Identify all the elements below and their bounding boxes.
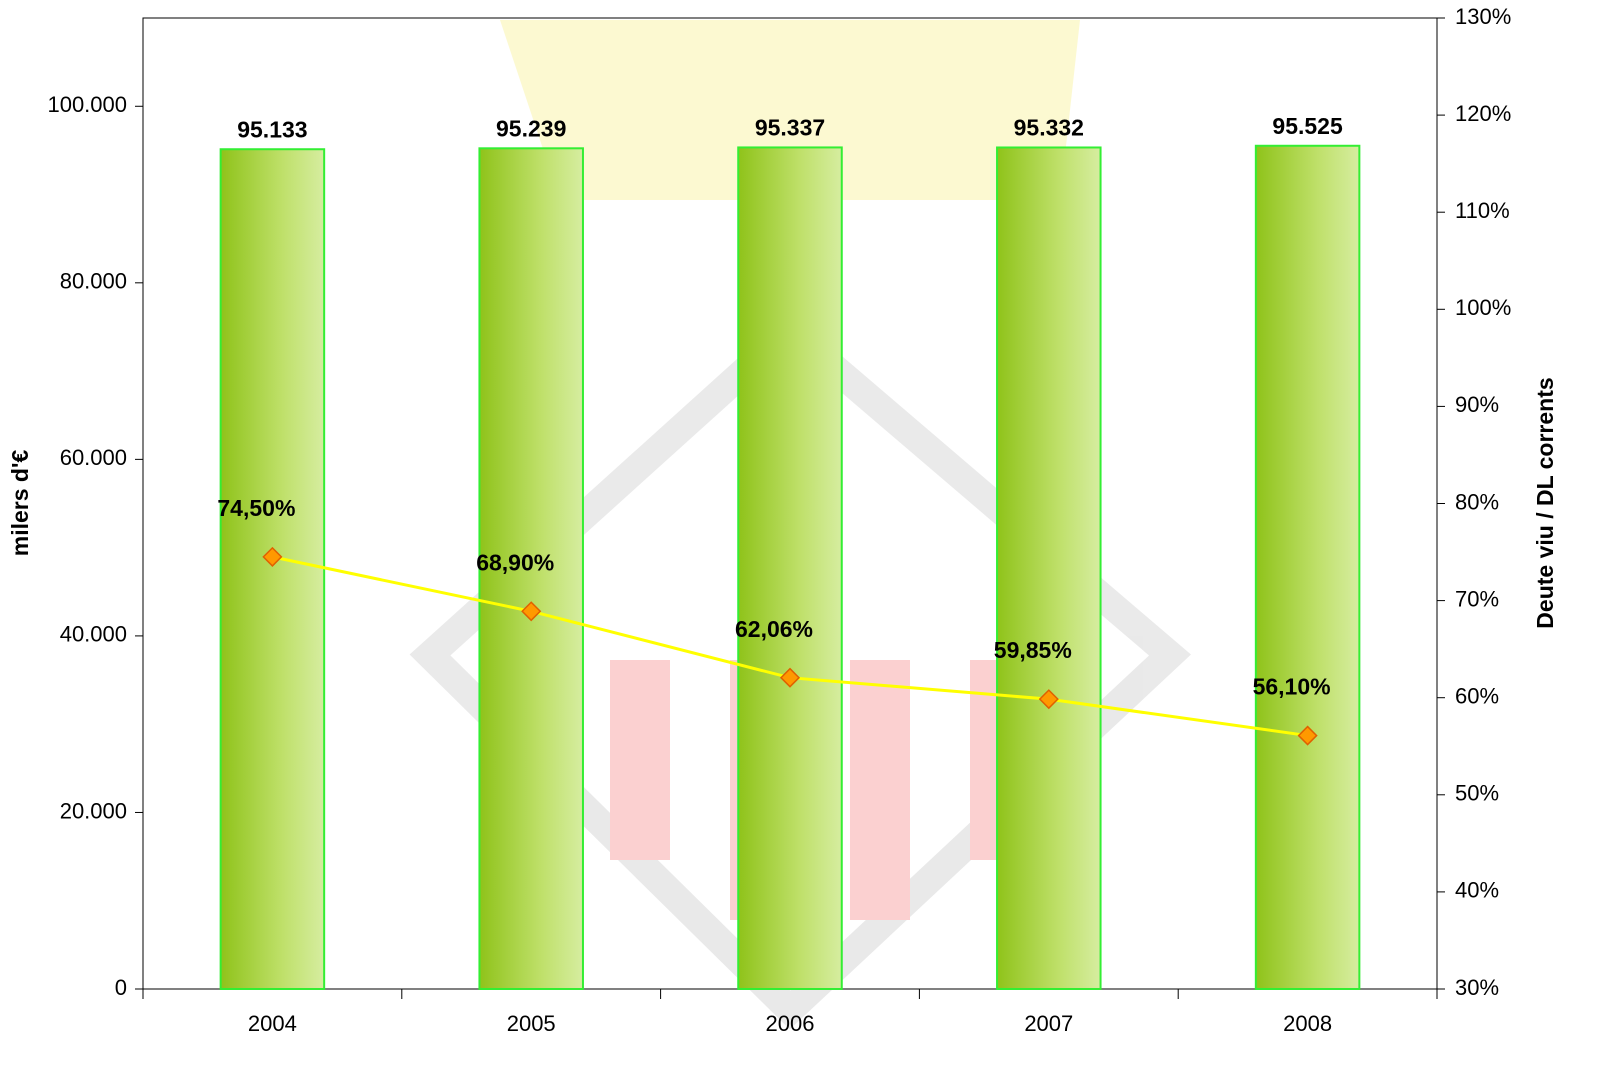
bar: [221, 149, 325, 989]
bar-value-label: 95.337: [755, 115, 825, 141]
bar: [997, 147, 1101, 989]
y2-tick-label: 30%: [1455, 975, 1499, 1000]
bar: [738, 147, 842, 989]
line-value-label: 68,90%: [476, 549, 554, 575]
x-tick-label: 2007: [1024, 1011, 1073, 1036]
chart: milers d'€ Deute viu / DL corrents 0 20.0…: [0, 0, 1616, 1073]
line-value-label: 62,06%: [735, 616, 813, 642]
y-tick-label: 100.000: [47, 92, 127, 117]
y2-axis-title: Deute viu / DL corrents: [1532, 377, 1558, 628]
y-axis-title: milers d'€: [7, 450, 33, 557]
y2-tick-label: 50%: [1455, 781, 1499, 806]
y-tick-label: 0: [115, 975, 127, 1000]
x-tick-label: 2005: [507, 1011, 556, 1036]
y2-tick-label: 60%: [1455, 684, 1499, 709]
line-value-label: 56,10%: [1253, 674, 1331, 700]
bar-value-label: 95.133: [237, 116, 307, 142]
y-tick-label: 60.000: [60, 445, 127, 470]
y2-tick-label: 130%: [1455, 4, 1511, 29]
x-tick-label: 2006: [766, 1011, 815, 1036]
y2-tick-label: 40%: [1455, 878, 1499, 903]
y2-tick-label: 90%: [1455, 392, 1499, 417]
y-tick-label: 20.000: [60, 798, 127, 823]
bar: [1256, 146, 1360, 989]
line-value-label: 59,85%: [994, 637, 1072, 663]
y2-tick-label: 100%: [1455, 295, 1511, 320]
y-tick-label: 40.000: [60, 622, 127, 647]
x-tick-label: 2004: [248, 1011, 297, 1036]
bar-value-label: 95.239: [496, 115, 566, 141]
y2-tick-label: 80%: [1455, 489, 1499, 514]
bar-value-label: 95.525: [1272, 113, 1343, 139]
bar-value-label: 95.332: [1014, 115, 1084, 141]
x-tick-label: 2008: [1283, 1011, 1332, 1036]
y2-tick-label: 120%: [1455, 101, 1511, 126]
line-value-label: 74,50%: [217, 495, 295, 521]
y-tick-label: 80.000: [60, 269, 127, 294]
y2-tick-label: 110%: [1455, 198, 1510, 223]
y2-tick-label: 70%: [1455, 586, 1499, 611]
